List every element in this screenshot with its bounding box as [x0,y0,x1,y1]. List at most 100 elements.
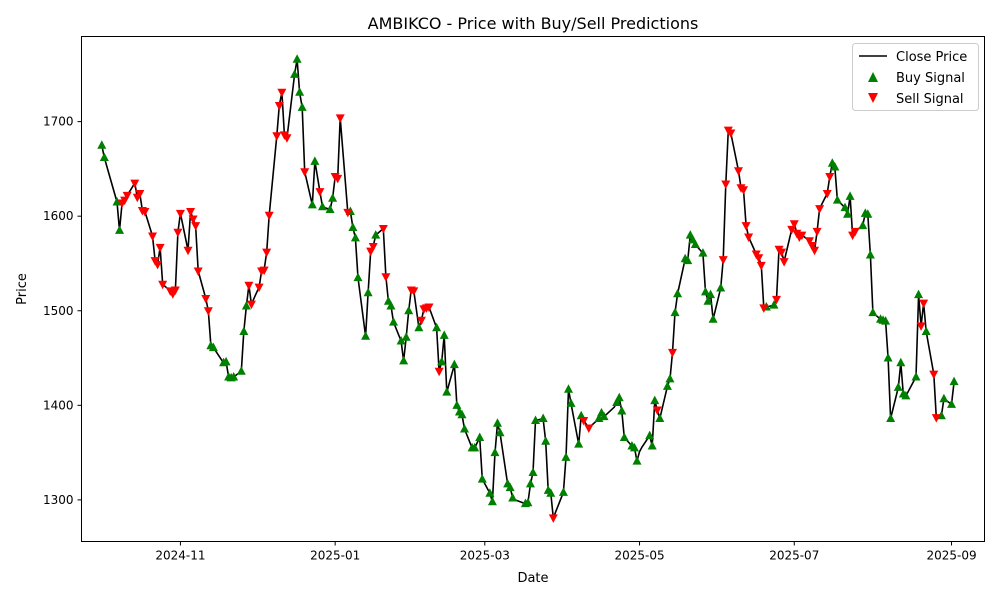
sell-signal-markers [117,88,941,523]
buy-signal-marker [292,54,302,63]
buy-signal-marker [492,418,502,427]
buy-signal-marker [452,400,462,409]
x-tick-label: 2025-09 [926,549,976,563]
sell-signal-marker [759,304,769,313]
buy-signal-marker [457,409,467,419]
buy-signal-marker [558,487,568,496]
sell-signal-marker [368,242,378,252]
buy-signal-marker [449,359,459,369]
buy-signal-marker [619,432,629,441]
chart-title: AMBIKCO - Price with Buy/Sell Prediction… [368,14,699,33]
sell-signal-marker [825,172,835,182]
buy-signal-marker [475,432,485,441]
buy-signal-marker [662,381,672,390]
sell-signal-marker [282,134,292,143]
legend-buy-signal: Buy Signal [896,71,965,86]
sell-signal-marker [244,281,254,291]
buy-signal-marker [432,322,442,332]
buy-signal-marker [399,355,409,365]
buy-signal-marker [865,249,875,259]
sell-signal-marker [807,241,817,251]
buy-signal-marker [487,496,497,506]
buy-signal-marker [883,353,893,362]
sell-signal-marker [434,367,444,377]
buy-signal-marker [645,430,655,440]
sell-signal-marker [122,191,132,201]
sell-signal-marker [170,286,180,295]
buy-signal-marker [863,209,873,218]
buy-signal-marker [566,398,576,407]
sell-signal-marker [135,189,145,199]
sell-signal-marker [919,299,929,309]
buy-signal-marker [561,452,571,461]
x-axis-label: Date [517,571,548,586]
buy-signal-marker [706,289,716,299]
buy-signal-marker [670,307,680,317]
sell-signal-marker [381,273,391,282]
buy-signal-marker [477,474,487,483]
buy-signal-marker [401,332,411,341]
buy-signal-marker [546,488,556,497]
sell-signal-marker [779,258,789,267]
legend-sell-swatch [868,93,878,103]
buy-signal-marker [647,440,657,450]
y-axis-label: Price [15,273,30,305]
buy-signal-marker [531,415,541,424]
buy-signal-marker [290,69,300,78]
sell-signal-marker [183,246,193,256]
sell-signal-marker [916,322,926,331]
buy-signal-marker [949,376,959,386]
buy-signal-marker [947,399,957,408]
buy-signal-marker [896,357,906,367]
buy-signal-marker [508,492,518,502]
buy-signal-marker [97,140,107,149]
buy-signal-marker [414,322,424,332]
sell-signal-marker [148,232,158,242]
sell-signal-marker [726,129,736,138]
buy-signal-marker [708,314,718,323]
buy-signal-marker [632,456,642,465]
sell-signal-marker [333,174,343,184]
sell-signal-marker [931,414,941,423]
sell-signal-marker [772,295,782,305]
sell-signal-marker [193,267,203,277]
sell-signal-marker [756,261,766,271]
sell-signal-marker [409,287,419,296]
buy-signal-marker [832,195,842,204]
buy-signal-marker [386,301,396,310]
sell-signal-marker [929,370,939,380]
sell-signal-marker [810,246,820,256]
plot-frame [81,36,985,542]
buy-signal-marker [363,287,373,297]
sell-signal-marker [343,208,353,218]
sell-signal-marker [272,132,282,141]
buy-signal-marker [921,326,931,336]
sell-signal-marker [264,211,274,221]
buy-signal-marker [683,255,693,265]
sell-signal-marker [300,168,310,177]
sell-signal-marker [850,227,860,237]
buy-signal-marker [317,201,327,211]
sell-signal-marker [153,260,163,270]
buy-signal-marker [495,427,505,437]
plot-area [97,54,959,523]
buy-signal-marker [307,199,317,209]
buy-signal-marker [673,288,683,298]
buy-signal-marker [325,204,335,214]
buy-signal-marker [236,366,246,375]
buy-signal-marker [229,371,239,381]
buy-signal-marker [297,102,307,111]
buy-signal-marker [437,356,447,366]
sell-signal-marker [584,424,594,434]
buy-signal-marker [328,193,338,202]
sell-signal-marker [335,114,345,123]
y-tick-label: 1700 [43,115,74,129]
sell-signal-marker [186,207,196,217]
y-tick-label: 1600 [43,209,74,223]
sell-signal-marker [254,283,264,293]
buy-signal-marker [901,390,911,400]
buy-signal-marker [99,152,109,162]
sell-signal-marker [274,102,284,111]
